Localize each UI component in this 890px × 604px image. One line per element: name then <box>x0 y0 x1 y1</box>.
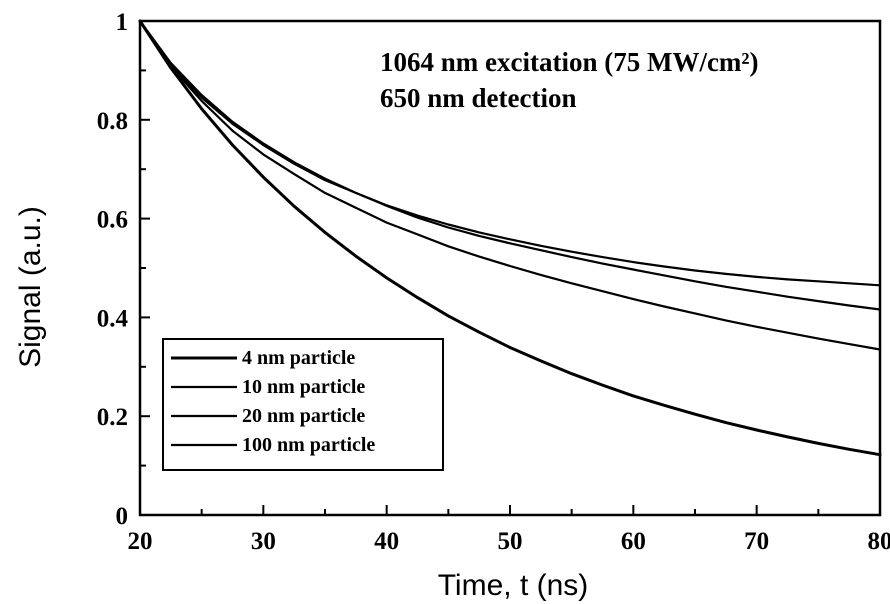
series-line-2 <box>138 19 882 351</box>
x-tick-label: 40 <box>374 528 399 555</box>
y-tick-label: 0.8 <box>97 108 128 135</box>
y-tick-label: 0.4 <box>97 305 129 332</box>
x-tick-label: 70 <box>744 528 769 555</box>
legend-label: 20 nm particle <box>242 405 365 427</box>
annotation-line-1: 1064 nm excitation (75 MW/cm²) <box>380 47 759 77</box>
x-tick-label: 50 <box>498 528 523 555</box>
y-tick-label: 0 <box>116 503 129 530</box>
y-axis-title: Signal (a.u.) <box>14 206 47 368</box>
x-tick-label: 20 <box>128 528 153 555</box>
annotation-line-2: 650 nm detection <box>380 83 576 113</box>
legend-label: 10 nm particle <box>242 376 365 398</box>
series-line-3 <box>138 19 882 311</box>
legend-label: 4 nm particle <box>242 347 355 369</box>
x-axis-title: Time, t (ns) <box>438 569 589 602</box>
x-tick-label: 30 <box>251 528 276 555</box>
legend: 4 nm particle 10 nm particle 20 nm particl… <box>162 338 444 471</box>
x-tick-label: 60 <box>621 528 646 555</box>
y-tick-label: 0.2 <box>97 404 128 431</box>
y-tick-label: 0.6 <box>97 207 128 234</box>
legend-box <box>162 338 444 471</box>
series-line-4 <box>138 19 882 287</box>
series-line-1 <box>138 19 882 457</box>
y-tick-label: 1 <box>116 9 129 36</box>
x-tick-label: 80 <box>868 528 890 555</box>
legend-label: 100 nm particle <box>242 434 375 456</box>
